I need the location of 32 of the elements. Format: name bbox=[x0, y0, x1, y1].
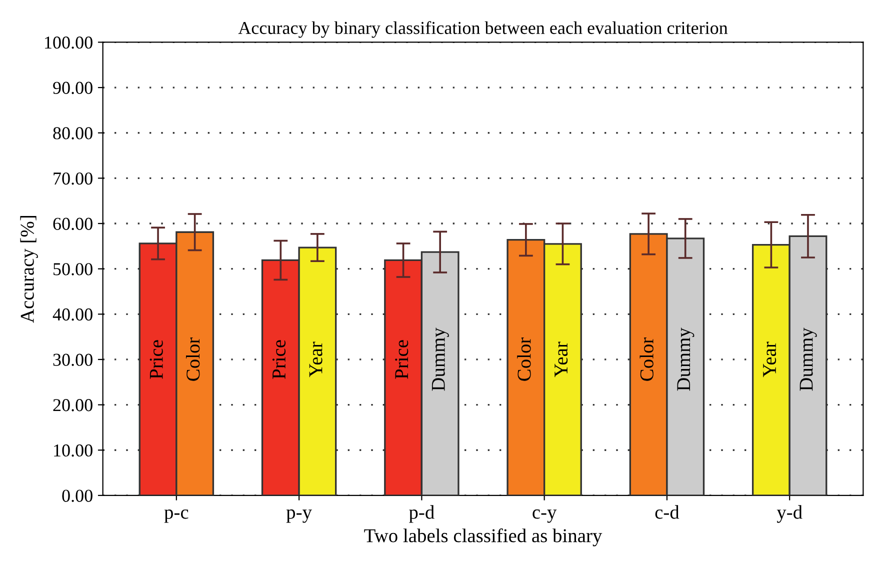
text: Color bbox=[640, 338, 654, 381]
series-label: Price bbox=[272, 340, 286, 379]
y-tick-label: 80.00 bbox=[53, 127, 92, 140]
x-tick-label: p-c bbox=[164, 509, 188, 523]
series-label: Year bbox=[554, 342, 568, 378]
y-axis-title: Accuracy [%] bbox=[20, 216, 38, 323]
series-label: Dummy bbox=[432, 328, 449, 391]
text: Price bbox=[395, 340, 408, 379]
x-tick-label: p-y bbox=[286, 509, 312, 523]
text: Color bbox=[517, 338, 531, 381]
text: Dummy bbox=[677, 328, 694, 391]
x-axis-title: Two labels classified as binary bbox=[364, 528, 602, 546]
y-tick-label: 60.00 bbox=[53, 218, 92, 230]
y-tick-label: 20.00 bbox=[53, 399, 92, 412]
series-label: Color bbox=[186, 338, 200, 381]
y-tick-label: 0.00 bbox=[62, 490, 92, 502]
x-tick-label: y-d bbox=[776, 505, 802, 523]
x-tick-label: c-y bbox=[532, 509, 557, 523]
y-tick-label: 100.00 bbox=[45, 36, 92, 49]
y-tick-label: 40.00 bbox=[52, 308, 92, 321]
y-tick-label: 30.00 bbox=[53, 354, 92, 366]
x-tick-label: p-d bbox=[409, 505, 434, 523]
chart-title: Accuracy by binary classification between each evaluation criterion bbox=[238, 21, 728, 38]
y-tick-label: 50.00 bbox=[54, 263, 92, 276]
text: Dummy bbox=[800, 328, 817, 391]
x-tick-label: c-d bbox=[655, 505, 680, 519]
y-tick-label: 10.00 bbox=[54, 444, 92, 457]
y-tick-label: 70.00 bbox=[54, 172, 92, 185]
text: Price bbox=[150, 340, 163, 379]
text: Year bbox=[309, 342, 322, 378]
y-tick-label: 90.00 bbox=[53, 82, 92, 94]
text: Year bbox=[763, 342, 776, 378]
